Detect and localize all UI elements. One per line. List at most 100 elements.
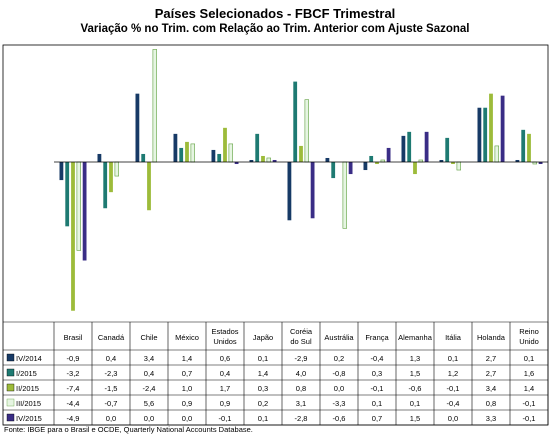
- table-cell: 0,7: [372, 414, 382, 423]
- table-cell: -0,4: [371, 354, 384, 363]
- bar-II-2015-2: [147, 162, 151, 211]
- bar-I-2015-7: [331, 162, 336, 179]
- bar-IV-2015-11: [500, 95, 505, 162]
- bar-IV-2015-4: [234, 162, 239, 165]
- bar-II-2015-9: [413, 162, 417, 175]
- bar-I-2015-10: [445, 137, 450, 162]
- table-cell: 0,3: [372, 369, 382, 378]
- bar-I-2015-12: [521, 129, 526, 162]
- table-cell: -2,9: [295, 354, 308, 363]
- bar-IV-2014-0: [59, 162, 64, 181]
- table-cell: 4,0: [296, 369, 306, 378]
- bar-I-2015-8: [369, 155, 374, 162]
- category-label: Canadá: [98, 333, 125, 342]
- table-cell: 0,8: [296, 384, 306, 393]
- bar-II-2015-11: [489, 93, 493, 162]
- bar-IV-2014-7: [325, 157, 330, 162]
- bar-III-2015-0: [76, 161, 82, 251]
- table-cell: -0,8: [333, 369, 346, 378]
- table-cell: 3,3: [486, 414, 496, 423]
- bar-IV-2014-6: [287, 162, 292, 221]
- bar-II-2015-3: [185, 141, 189, 162]
- category-label: Coréia do Sul: [290, 327, 313, 346]
- table-cell: 0,1: [448, 354, 458, 363]
- table-cell: 2,7: [486, 369, 496, 378]
- bar-II-2015-1: [109, 162, 113, 193]
- table-cell: 3,4: [486, 384, 496, 393]
- table-cell: -1,5: [105, 384, 118, 393]
- table-cell: -4,4: [67, 399, 80, 408]
- legend-label: I/2015: [16, 369, 37, 378]
- bar-group: [59, 49, 543, 311]
- category-label: França: [365, 333, 389, 342]
- table-cell: 0,0: [144, 414, 154, 423]
- table-cell: 1,2: [448, 369, 458, 378]
- table-cell: 0,7: [182, 369, 192, 378]
- category-label: Alemanha: [398, 333, 433, 342]
- legend-label: III/2015: [16, 399, 41, 408]
- table-cell: 0,0: [106, 414, 116, 423]
- table-cell: 0,4: [144, 369, 154, 378]
- bar-I-2015-6: [293, 81, 298, 162]
- table-cell: 0,4: [106, 354, 116, 363]
- table-cell: -0,6: [409, 384, 422, 393]
- bar-IV-2014-1: [97, 153, 102, 162]
- bar-IV-2015-8: [386, 147, 391, 162]
- table-cell: 0,6: [220, 354, 230, 363]
- table-cell: -0,1: [523, 399, 536, 408]
- legend-swatch: [6, 368, 15, 377]
- bar-III-2015-7: [342, 161, 347, 229]
- bar-III-2015-2: [152, 49, 157, 163]
- category-label: Chile: [140, 333, 157, 342]
- bar-IV-2015-12: [538, 162, 543, 165]
- table-cell: 0,9: [220, 399, 230, 408]
- source-note: Fonte: IBGE para o Brasil e OCDE, Quarte…: [4, 425, 253, 434]
- table-cell: -7,4: [67, 384, 80, 393]
- legend-swatch: [6, 383, 15, 392]
- bar-I-2015-0: [65, 162, 70, 227]
- table-cell: 2,7: [486, 354, 496, 363]
- table-cell: -0,1: [523, 414, 536, 423]
- table-cell: 0,1: [524, 354, 534, 363]
- bar-II-2015-12: [527, 133, 531, 162]
- bar-II-2015-5: [261, 155, 265, 162]
- table-cell: -0,4: [447, 399, 460, 408]
- table-cell: -3,2: [67, 369, 80, 378]
- table-cell: -2,8: [295, 414, 308, 423]
- bar-IV-2014-2: [135, 93, 140, 162]
- table-cell: 0,3: [258, 384, 268, 393]
- bar-III-2015-3: [190, 143, 195, 163]
- bar-I-2015-4: [217, 153, 222, 162]
- bar-I-2015-5: [255, 133, 260, 162]
- table-cell: -2,4: [143, 384, 156, 393]
- bar-II-2015-4: [223, 127, 227, 162]
- bar-IV-2014-11: [477, 107, 482, 162]
- category-label: Japão: [253, 333, 273, 342]
- bar-IV-2014-5: [249, 159, 254, 162]
- category-label: Holanda: [477, 333, 506, 342]
- table-cell: 0,1: [410, 399, 420, 408]
- table-cell: 0,0: [334, 384, 344, 393]
- table-cell: 0,9: [182, 399, 192, 408]
- table-cell: -2,3: [105, 369, 118, 378]
- table-cell: -0,1: [371, 384, 384, 393]
- table-cell: -3,3: [333, 399, 346, 408]
- table-cell: 1,3: [410, 354, 420, 363]
- bar-IV-2014-8: [363, 162, 368, 171]
- table-cell: 1,5: [410, 414, 420, 423]
- table-cell: 3,4: [144, 354, 154, 363]
- bar-IV-2015-6: [310, 162, 315, 219]
- bar-I-2015-11: [483, 107, 488, 162]
- table-cell: -0,1: [219, 414, 232, 423]
- category-label: Itália: [445, 333, 462, 342]
- table-cell: 0,4: [220, 369, 230, 378]
- table-cell: 1,5: [410, 369, 420, 378]
- bar-IV-2015-9: [424, 131, 429, 162]
- bar-III-2015-5: [266, 157, 271, 163]
- table-cell: 0,0: [182, 414, 192, 423]
- bar-IV-2014-9: [401, 135, 406, 162]
- table-cell: 0,1: [372, 399, 382, 408]
- table-cell: 1,4: [524, 384, 534, 393]
- table-cell: 1,6: [524, 369, 534, 378]
- table-cell: 3,1: [296, 399, 306, 408]
